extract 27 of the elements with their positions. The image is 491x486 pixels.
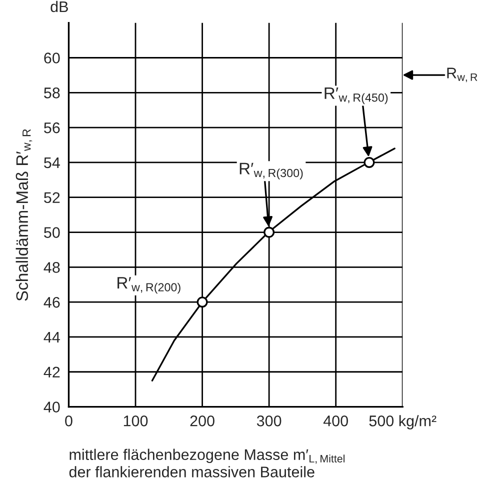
y-tick-label: 48 <box>44 262 60 273</box>
text: dB <box>50 0 68 12</box>
x-tick-label: 200 <box>190 416 214 426</box>
y-tick-label: 56 <box>44 122 60 134</box>
y-tick-label: 40 <box>44 402 60 412</box>
y-tick-label: 52 <box>44 192 60 204</box>
x-tick-label: 0 <box>65 416 72 426</box>
x-tick-label: 100 <box>124 416 148 426</box>
x-tick-label: 500 kg/m² <box>369 415 436 430</box>
y-tick-label: 46 <box>44 296 60 308</box>
point <box>364 156 375 168</box>
x-tick-label: 300 <box>256 416 282 426</box>
y-tick-label: 58 <box>44 88 60 98</box>
text: R$_{w,R}$ <box>447 68 478 82</box>
y-axis-title: Schalldämm-Maß R′$_{w,R}$ <box>16 129 32 301</box>
y-tick-label: 44 <box>44 332 60 343</box>
x-axis-title: mittlere flächenbezogene Masse m′$_{L,Mittel}$ der flankierenden massiven Bauteile <box>69 448 345 478</box>
y-tick-label: 42 <box>44 366 60 378</box>
annotation: R′$_{w,R(200)}$ <box>118 277 180 294</box>
annotation: R′$_{w,R(300)}$ <box>240 162 303 180</box>
y-tick-label: 50 <box>44 227 60 238</box>
y-tick-label: 54 <box>44 157 60 168</box>
y-tick-label: 60 <box>44 52 60 64</box>
point <box>196 296 208 308</box>
point <box>264 226 275 238</box>
annotation: R′$_{w,R(450)}$ <box>324 87 388 104</box>
x-tick-label: 400 <box>323 416 348 426</box>
